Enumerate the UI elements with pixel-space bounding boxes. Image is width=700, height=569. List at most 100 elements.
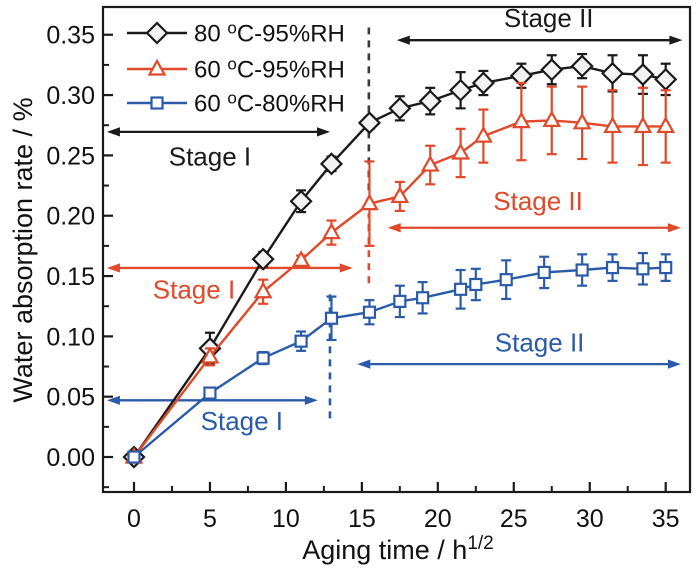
triangle-marker-icon (147, 58, 167, 76)
x-tick-label: 10 (272, 505, 300, 533)
diamond-marker-icon (357, 111, 382, 135)
arrowhead-left-icon (106, 263, 120, 273)
x-tick-label: 35 (652, 505, 680, 533)
x-axis-title: Aging time / h1/2 (302, 533, 494, 565)
plot-border (101, 5, 692, 494)
arrowhead-right-icon (667, 359, 681, 369)
diamond-marker-icon (570, 54, 594, 78)
square-marker-icon (469, 277, 483, 292)
y-tick-label: 0.00 (46, 444, 95, 472)
arrowhead-right-icon (304, 395, 318, 405)
arrowhead-left-icon (387, 223, 401, 233)
x-axis-title-superscript: 1/2 (467, 533, 493, 554)
legend-item-60C-80RH: 60 oC-80%RH (127, 89, 345, 118)
diamond-marker-icon (631, 63, 655, 87)
stage-arrow (106, 263, 353, 273)
diamond-marker-icon (145, 21, 169, 45)
square-marker-icon (659, 260, 673, 275)
arrowhead-left-icon (396, 35, 410, 45)
y-tick-label: 0.10 (46, 323, 95, 351)
square-marker-icon (499, 273, 513, 287)
square-marker-icon (203, 386, 217, 400)
diamond-marker-icon (289, 189, 313, 213)
x-tick-label: 5 (203, 505, 217, 533)
x-axis-title-main: Aging time / h (302, 535, 467, 565)
series-80C-95RH (122, 52, 678, 469)
triangle-marker-icon (542, 110, 562, 128)
square-marker-icon (324, 311, 339, 325)
legend-item-60C-95RH: 60 oC-95%RH (127, 55, 345, 84)
square-marker-icon (294, 334, 308, 348)
diamond-marker-icon (251, 247, 275, 271)
arrowhead-right-icon (667, 223, 681, 233)
series-line (133, 119, 666, 458)
y-tick-label: 0.05 (46, 384, 95, 412)
stage-label: Stage I (201, 406, 283, 436)
diamond-marker-icon (654, 67, 678, 91)
triangle-marker-icon (633, 116, 653, 134)
legend-item-80C-95RH: 80 oC-95%RH (127, 19, 345, 48)
diamond-marker-icon (449, 78, 473, 102)
y-tick-label: 0.15 (46, 263, 95, 291)
y-axis-title: Water absorption rate / % (8, 97, 38, 402)
series-line (133, 64, 666, 458)
stage-arrow (106, 127, 330, 137)
legend: 80 oC-95%RH 60 oC-95%RH 60 oC-80%RH (127, 19, 345, 118)
stage-arrow (106, 395, 318, 405)
x-tick-label: 25 (500, 505, 528, 533)
legend-label: 60 oC-95%RH (194, 55, 345, 84)
diamond-marker-icon (418, 89, 442, 113)
x-tick-label: 20 (424, 505, 452, 533)
x-tick-label: 30 (576, 505, 604, 533)
stage-arrow (387, 223, 681, 233)
square-marker-icon (454, 282, 468, 296)
square-marker-icon (416, 291, 430, 305)
square-marker-icon (150, 96, 164, 110)
triangle-marker-icon (572, 112, 592, 130)
diamond-marker-icon (319, 152, 344, 176)
arrowhead-right-icon (669, 35, 683, 45)
arrowhead-right-icon (339, 263, 353, 273)
stage-label: Stage II (504, 3, 594, 33)
square-marker-icon (575, 263, 589, 277)
triangle-marker-icon (474, 125, 493, 143)
stage-arrow (357, 359, 681, 369)
stage-label: Stage II (493, 186, 583, 216)
triangle-marker-icon (656, 116, 676, 134)
series-60C-80RH (127, 252, 673, 464)
y-tick-label: 0.25 (46, 142, 95, 170)
triangle-marker-icon (603, 116, 622, 134)
square-marker-icon (605, 260, 620, 275)
stage-label: Stage I (153, 274, 235, 304)
square-marker-icon (393, 294, 407, 308)
y-tick-label: 0.20 (46, 203, 95, 231)
diamond-marker-icon (471, 71, 495, 95)
triangle-marker-icon (512, 111, 531, 129)
triangle-marker-icon (200, 346, 220, 364)
series-line (133, 266, 666, 458)
square-marker-icon (636, 262, 650, 276)
square-marker-icon (127, 450, 141, 464)
arrowhead-left-icon (357, 359, 371, 369)
x-axis: 0 5 10 15 20 25 30 35 (127, 482, 680, 533)
arrowhead-left-icon (106, 127, 120, 137)
arrowhead-left-icon (106, 395, 120, 405)
triangle-marker-icon (253, 281, 273, 299)
arrowhead-right-icon (316, 127, 330, 137)
legend-label: 60 oC-80%RH (194, 89, 345, 118)
triangle-marker-icon (360, 193, 379, 211)
square-marker-icon (537, 265, 551, 280)
triangle-marker-icon (390, 186, 410, 204)
x-tick-label: 15 (348, 505, 376, 533)
x-tick-label: 0 (127, 505, 141, 533)
y-axis: 0.00 0.05 0.10 0.15 0.20 0.25 0.30 0.35 (46, 22, 113, 489)
diamond-marker-icon (600, 61, 625, 85)
triangle-marker-icon (291, 250, 311, 267)
y-tick-label: 0.35 (46, 22, 95, 50)
y-tick-label: 0.30 (46, 82, 95, 110)
stage-arrow (396, 35, 683, 45)
triangle-marker-icon (322, 222, 341, 240)
diamond-marker-icon (540, 58, 564, 82)
